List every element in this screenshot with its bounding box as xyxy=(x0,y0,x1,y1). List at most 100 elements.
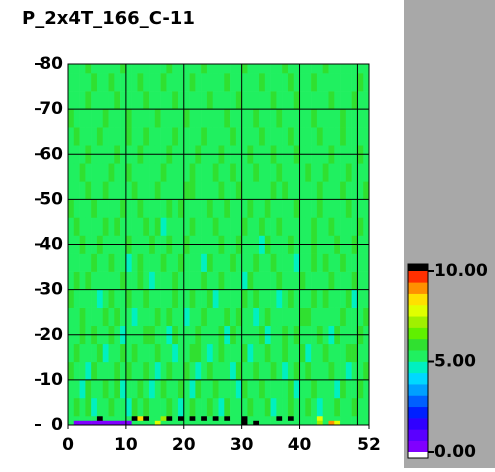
heatmap-cell xyxy=(270,289,277,308)
heatmap-cell xyxy=(224,73,231,92)
heatmap-cell xyxy=(322,420,329,426)
heatmap-cell xyxy=(340,361,347,381)
heatmap-cell xyxy=(334,343,341,363)
colorbar-under xyxy=(408,452,428,458)
heatmap-cell xyxy=(114,307,121,327)
heatmap-cell xyxy=(282,415,289,421)
heatmap-cell xyxy=(201,361,208,381)
heatmap-cell xyxy=(259,181,266,200)
heatmap-cell xyxy=(108,181,115,200)
heatmap-cell xyxy=(299,91,306,110)
heatmap-cell xyxy=(160,73,167,92)
heatmap-cell xyxy=(299,397,306,417)
heatmap-cell xyxy=(282,199,289,218)
heatmap-cell xyxy=(149,91,156,110)
heatmap-cell xyxy=(311,307,318,327)
heatmap-cell xyxy=(108,109,115,128)
heatmap-cell xyxy=(79,253,86,272)
heatmap-cell xyxy=(270,343,277,363)
heatmap-cell xyxy=(282,64,289,74)
heatmap-cell xyxy=(247,397,254,417)
heatmap-cell xyxy=(334,199,341,218)
heatmap-cell xyxy=(305,361,312,381)
heatmap-cell xyxy=(108,307,115,327)
heatmap-cell xyxy=(102,64,109,74)
heatmap-cell xyxy=(73,415,80,421)
heatmap-cell xyxy=(328,420,335,426)
heatmap-cell xyxy=(253,415,260,421)
heatmap-cell xyxy=(287,379,295,399)
y-tick-label: 40 xyxy=(39,235,63,255)
heatmap-cell xyxy=(305,253,312,272)
heatmap-cell xyxy=(345,163,352,182)
heatmap-cell xyxy=(287,271,295,290)
heatmap-cell xyxy=(247,217,254,236)
heatmap-cell xyxy=(282,343,289,363)
colorbar-tick-label: 5.00 xyxy=(434,352,476,372)
heatmap-cell xyxy=(131,397,138,417)
heatmap-cell xyxy=(149,73,156,92)
heatmap-cell xyxy=(212,163,219,182)
heatmap-cell xyxy=(85,127,92,146)
heatmap-cell xyxy=(85,91,92,110)
heatmap-cell xyxy=(143,361,150,381)
heatmap-cell xyxy=(340,109,347,128)
heatmap-cell xyxy=(195,289,202,308)
heatmap-cell xyxy=(120,379,127,399)
heatmap-cell xyxy=(166,217,173,236)
heatmap-cell xyxy=(235,343,242,363)
heatmap-cell xyxy=(340,307,347,327)
heatmap-cell xyxy=(316,397,323,417)
heatmap-cell xyxy=(102,289,109,308)
heatmap-cell xyxy=(131,379,138,399)
heatmap-cell xyxy=(85,199,92,218)
heatmap-cell xyxy=(79,343,86,363)
heatmap-cell xyxy=(264,109,271,128)
heatmap-cell xyxy=(218,253,225,272)
heatmap-cell xyxy=(287,397,295,417)
heatmap-cell xyxy=(311,217,318,236)
heatmap-cell xyxy=(270,217,277,236)
heatmap-cell xyxy=(253,91,260,110)
heatmap-cell xyxy=(79,199,86,218)
heatmap-cell xyxy=(166,253,173,272)
y-tick-label: 60 xyxy=(39,144,63,164)
heatmap-cell xyxy=(131,217,138,236)
heatmap-cell xyxy=(154,271,161,290)
heatmap-cell xyxy=(172,397,179,417)
heatmap-cell xyxy=(276,397,283,417)
heatmap-cell xyxy=(259,307,266,327)
heatmap-cell xyxy=(345,361,352,381)
heatmap-cell xyxy=(230,109,237,128)
heatmap-cell xyxy=(149,64,156,74)
heatmap-cell xyxy=(73,397,80,417)
heatmap-cell xyxy=(206,163,214,182)
heatmap-cell xyxy=(73,420,80,426)
heatmap-cell xyxy=(235,109,242,128)
heatmap-cell xyxy=(172,181,179,200)
x-tick-label: 10 xyxy=(114,435,138,455)
heatmap-cell xyxy=(224,64,231,74)
heatmap-cell xyxy=(253,289,260,308)
heatmap-cell xyxy=(282,109,289,128)
heatmap-cell xyxy=(108,397,115,417)
heatmap-cell xyxy=(340,199,347,218)
heatmap-cell xyxy=(120,289,127,308)
heatmap-cell xyxy=(340,163,347,182)
heatmap-cell xyxy=(316,127,323,146)
heatmap-cell xyxy=(241,289,248,308)
heatmap-cell xyxy=(322,253,329,272)
heatmap-cell xyxy=(73,199,80,218)
heatmap-cell xyxy=(299,420,306,426)
heatmap-cell xyxy=(143,415,150,421)
heatmap-cell xyxy=(363,289,370,308)
heatmap-cell xyxy=(120,343,127,363)
heatmap-cell xyxy=(253,73,260,92)
heatmap-cell xyxy=(73,73,80,92)
heatmap-cell xyxy=(363,199,370,218)
heatmap-cell xyxy=(79,127,86,146)
heatmap-cell xyxy=(91,217,98,236)
heatmap-cell xyxy=(108,361,115,381)
heatmap-cell xyxy=(131,271,138,290)
heatmap-cell xyxy=(235,271,242,290)
